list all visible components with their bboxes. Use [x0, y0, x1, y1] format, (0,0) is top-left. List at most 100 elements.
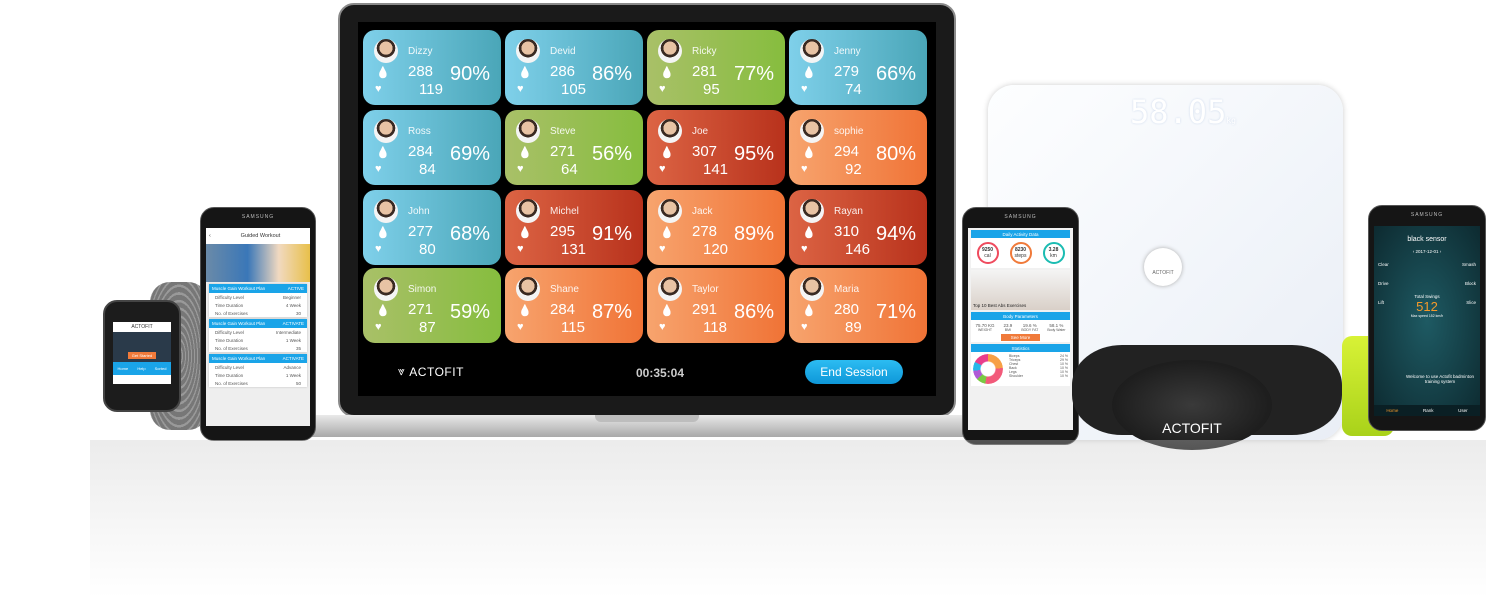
heart-rate-value: 92: [845, 161, 862, 178]
avatar: [516, 277, 540, 301]
plan-header: Muscle Gain Workout Plan ACTIVATE: [209, 319, 307, 328]
participant-name: Ross: [408, 126, 431, 137]
end-session-button[interactable]: End Session: [805, 360, 903, 384]
back-icon[interactable]: ‹: [209, 233, 211, 239]
ring-unit: steps: [1014, 253, 1027, 259]
stat-value: 24 %: [1060, 354, 1068, 358]
heart-rate-value: 131: [561, 241, 587, 258]
total-swings-panel: Total Swings 512 Max speed 152 km/h: [1407, 294, 1447, 318]
calories-drop-icon: 💧: [376, 67, 390, 79]
participant-card[interactable]: Jenny 💧 ♥ 279 74 66%: [789, 30, 927, 105]
participant-card[interactable]: Maria 💧 ♥ 280 89 71%: [789, 268, 927, 343]
watch-get-started-button[interactable]: Get Started: [127, 352, 157, 359]
ring-value: 9250: [981, 247, 994, 253]
total-label: Total Swings: [1414, 294, 1440, 299]
participant-card[interactable]: Joe 💧 ♥ 307 141 95%: [647, 110, 785, 185]
calories-drop-icon: 💧: [376, 147, 390, 159]
effort-percent: 69%: [450, 143, 491, 165]
heart-rate-icon: ♥: [801, 243, 808, 255]
avatar: [658, 119, 682, 143]
avatar: [516, 199, 540, 223]
effort-percent: 95%: [734, 143, 775, 165]
watch-nav-home[interactable]: Home: [117, 366, 129, 371]
participant-card[interactable]: Simon 💧 ♥ 271 87 59%: [363, 268, 501, 343]
calories-value: 284: [408, 143, 434, 160]
heart-rate-value: 89: [845, 319, 862, 336]
body-parameter: 58.1 % Body Water: [1047, 323, 1065, 332]
detail-value: Advance: [283, 364, 301, 370]
parameter-value: 75.70 KG: [975, 323, 995, 328]
participant-card[interactable]: Ross 💧 ♥ 284 84 69%: [363, 110, 501, 185]
plan-activate-button[interactable]: ACTIVE: [287, 286, 304, 291]
nav-home[interactable]: Home: [1386, 408, 1399, 413]
avatar: [516, 39, 540, 63]
participant-card[interactable]: Rayan 💧 ♥ 310 146 94%: [789, 190, 927, 265]
screen-title: Guided Workout: [240, 233, 281, 239]
participant-card[interactable]: Ricky 💧 ♥ 281 95 77%: [647, 30, 785, 105]
avatar: [374, 119, 398, 143]
avatar: [374, 277, 398, 301]
heart-rate-icon: ♥: [659, 163, 666, 175]
effort-percent: 80%: [876, 143, 917, 165]
participant-name: Maria: [834, 284, 860, 295]
ring-unit: km: [1050, 253, 1057, 259]
stat-row: Biceps 24 %: [1009, 354, 1068, 358]
effort-percent: 86%: [734, 301, 775, 323]
heart-rate-icon: ♥: [801, 321, 808, 333]
avatar: [800, 199, 824, 223]
effort-percent: 94%: [876, 223, 917, 245]
watch-nav-help[interactable]: Help: [137, 366, 146, 371]
shot-types: Clear Smash Drive Block Lift Slice: [1374, 262, 1480, 305]
section-title: Daily Activity Data: [971, 230, 1070, 238]
participant-card[interactable]: sophie 💧 ♥ 294 92 80%: [789, 110, 927, 185]
phone-brand: SAMSUNG: [241, 214, 275, 220]
effort-percent: 59%: [450, 301, 491, 323]
participant-card[interactable]: Steve 💧 ♥ 271 64 56%: [505, 110, 643, 185]
participant-card[interactable]: Taylor 💧 ♥ 291 118 86%: [647, 268, 785, 343]
date-selector[interactable]: ‹ 2017-12-01 ›: [1412, 249, 1442, 254]
participant-card[interactable]: Jack 💧 ♥ 278 120 89%: [647, 190, 785, 265]
participant-name: Dizzy: [408, 46, 433, 57]
plan-name: Muscle Gain Workout Plan: [212, 321, 266, 326]
calories-value: 288: [408, 63, 434, 80]
participant-card[interactable]: Michel 💧 ♥ 295 131 91%: [505, 190, 643, 265]
participant-card[interactable]: John 💧 ♥ 277 80 68%: [363, 190, 501, 265]
calories-value: 277: [408, 223, 434, 240]
heart-rate-icon: ♥: [801, 163, 808, 175]
see-more-button[interactable]: See More: [1000, 334, 1041, 341]
participant-name: Ricky: [692, 46, 717, 57]
stat-row: Back 10 %: [1009, 366, 1068, 370]
plan-detail-row: Time Duration 4 Week: [209, 301, 307, 309]
plan-activate-button[interactable]: ACTIVATE: [282, 321, 304, 326]
effort-percent: 77%: [734, 63, 775, 85]
plan-activate-button[interactable]: ACTIVATE: [282, 356, 304, 361]
avatar: [800, 39, 824, 63]
activity-ring: 8230 steps: [1009, 242, 1032, 264]
avatar: [658, 39, 682, 63]
participant-card[interactable]: Dizzy 💧 ♥ 288 119 90%: [363, 30, 501, 105]
calories-value: 281: [692, 63, 718, 80]
logo-mark-icon: ⩔: [398, 364, 406, 378]
participant-card[interactable]: Devid 💧 ♥ 286 105 86%: [505, 30, 643, 105]
calories-value: 286: [550, 63, 576, 80]
nav-rank[interactable]: Rank: [1422, 408, 1434, 413]
plan-header: Muscle Gain Workout Plan ACTIVE: [209, 284, 307, 293]
stat-label: Shoulder: [1009, 374, 1024, 378]
scale-value: 58.05: [1130, 93, 1227, 131]
calories-value: 291: [692, 301, 718, 318]
participant-name: Michel: [550, 206, 579, 217]
detail-label: Time Duration: [215, 302, 244, 308]
calories-value: 271: [550, 143, 576, 160]
calories-drop-icon: 💧: [660, 147, 674, 159]
heart-rate-value: 119: [419, 81, 443, 98]
plan-detail-row: No. of Exercises 30: [209, 309, 307, 317]
watch-logo: ACTOFIT: [131, 324, 153, 330]
exercise-banner[interactable]: Top 10 Best Abs Exercises: [971, 270, 1070, 310]
detail-value: 35: [295, 345, 301, 351]
participant-card[interactable]: Shane 💧 ♥ 284 115 87%: [505, 268, 643, 343]
participant-name: Jenny: [834, 46, 861, 57]
nav-user[interactable]: User: [1458, 408, 1468, 413]
calories-drop-icon: 💧: [802, 227, 816, 239]
watch-nav-sorted[interactable]: Sorted: [154, 366, 167, 371]
stat-value: 10 %: [1060, 370, 1068, 374]
